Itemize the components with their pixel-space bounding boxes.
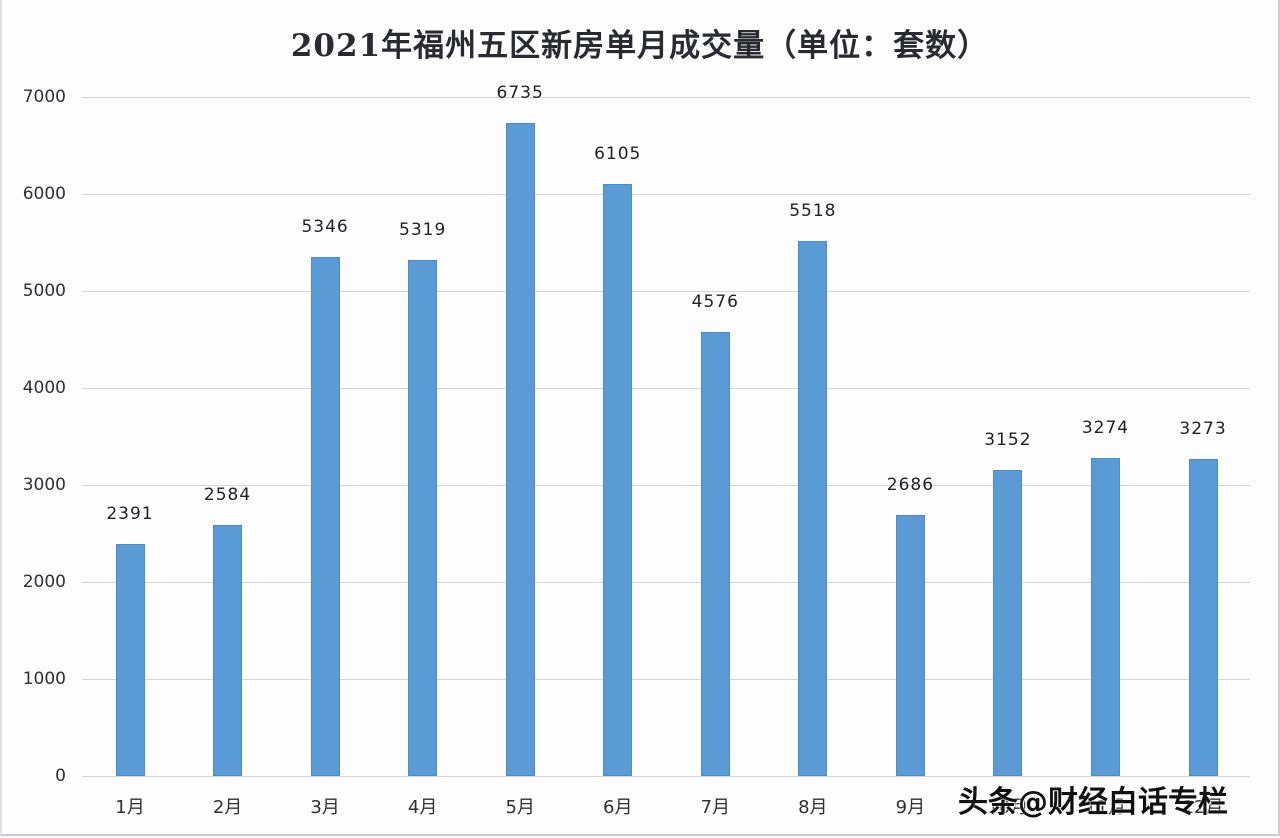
- y-tick-label: 6000: [22, 184, 66, 204]
- y-tick-label: 4000: [22, 378, 66, 398]
- x-tick-label: 7月: [700, 797, 731, 818]
- data-label: 5518: [789, 200, 837, 221]
- x-tick-label: 5月: [505, 797, 535, 818]
- x-tick-label: 11月: [1085, 797, 1126, 818]
- bar: [408, 260, 438, 776]
- bar: [895, 515, 925, 776]
- gridline: [82, 388, 1250, 389]
- data-label: 2391: [106, 504, 154, 525]
- bar: [213, 525, 243, 776]
- bar: [798, 240, 828, 776]
- data-label: 2686: [886, 475, 935, 496]
- x-tick-label: 8月: [798, 797, 828, 818]
- gridline: [82, 291, 1250, 292]
- data-label: 4576: [691, 292, 739, 313]
- y-tick-label: 0: [55, 766, 66, 786]
- bar: [700, 332, 730, 776]
- data-label: 6105: [594, 143, 642, 164]
- x-tick-label: 6月: [603, 797, 633, 818]
- gridline: [82, 679, 1250, 680]
- x-tick-label: 12月: [1182, 797, 1224, 818]
- data-label: 3273: [1179, 418, 1227, 439]
- data-label: 5319: [399, 220, 447, 241]
- data-label: 3152: [984, 430, 1032, 451]
- chart-title: 2021年福州五区新房单月成交量（单位：套数）: [290, 28, 990, 64]
- x-tick-label: 10月: [987, 797, 1029, 818]
- bar: [505, 122, 535, 776]
- bar: [993, 470, 1023, 776]
- data-label: 2584: [203, 485, 252, 506]
- gridline: [82, 485, 1250, 486]
- bar: [310, 257, 340, 776]
- gridline: [82, 97, 1250, 98]
- y-tick-label: 7000: [22, 87, 66, 107]
- y-tick-label: 3000: [22, 475, 66, 495]
- x-tick-label: 2月: [212, 797, 243, 818]
- gridline: [82, 582, 1250, 583]
- bar: [1091, 458, 1120, 776]
- data-label: 5346: [301, 217, 349, 238]
- x-tick-label: 1月: [115, 797, 145, 818]
- y-tick-label: 1000: [22, 669, 66, 689]
- bar: [115, 544, 145, 776]
- data-label: 3274: [1081, 418, 1130, 439]
- bar: [1188, 458, 1218, 776]
- x-tick-label: 4月: [407, 797, 438, 818]
- y-tick-label: 2000: [22, 572, 66, 592]
- gridline: [82, 776, 1250, 777]
- gridline: [82, 194, 1250, 195]
- y-tick-label: 5000: [22, 281, 66, 301]
- data-label: 6735: [496, 82, 544, 103]
- x-tick-label: 3月: [310, 797, 340, 818]
- watermark: 头条@财经白话专栏: [958, 785, 1228, 820]
- x-tick-label: 9月: [895, 797, 926, 818]
- bar: [603, 183, 633, 776]
